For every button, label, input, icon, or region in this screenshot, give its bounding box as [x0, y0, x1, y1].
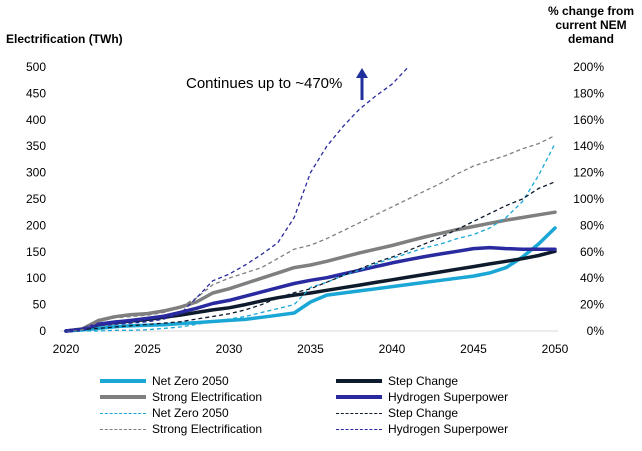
y-tick-label: 400 [26, 113, 46, 127]
series-line-strong-electrification-solid [64, 210, 557, 333]
y2-tick-label: 0% [587, 324, 605, 338]
y-tick-label: 350 [26, 139, 46, 153]
series-line-net-zero-2050-solid [64, 226, 557, 333]
x-tick-label: 2025 [134, 342, 161, 356]
series-line-strong-electrification-dashed [65, 135, 556, 332]
legend-label: Step Change [388, 406, 459, 420]
y2-tick-label: 140% [573, 139, 604, 153]
x-tick-label: 2040 [379, 342, 406, 356]
legend-swatch [336, 395, 382, 399]
right-axis-title-line-1: % change from [547, 4, 634, 18]
x-tick-label: 2050 [542, 342, 569, 356]
legend-swatch [336, 428, 382, 430]
y2-tick-label: 40% [580, 271, 604, 285]
y2-tick-label: 160% [573, 113, 604, 127]
legend-swatch [336, 379, 382, 383]
y-tick-label: 50 [33, 298, 47, 312]
y2-tick-label: 80% [580, 218, 604, 232]
legend-item: Strong Electrification [100, 390, 262, 404]
annotation-text: Continues up to ~470% [186, 75, 342, 92]
y-tick-label: 200 [26, 218, 46, 232]
y-tick-label: 150 [26, 245, 46, 259]
legend-item: Hydrogen Superpower [336, 422, 508, 436]
y-tick-label: 250 [26, 192, 46, 206]
legend-swatch [336, 412, 382, 414]
legend-item: Step Change [336, 406, 458, 420]
y2-tick-label: 60% [580, 245, 604, 259]
right-y-tick-labels: 0% 20% 40% 60% 80% 100% 120% 140% 160% 180% 200% [573, 60, 604, 338]
series-line-hydrogen-superpower-solid [64, 245, 557, 333]
right-axis-title-line-3: demand [567, 32, 614, 46]
y2-tick-label: 200% [573, 60, 604, 74]
y2-tick-label: 180% [573, 86, 604, 100]
legend-label: Net Zero 2050 [152, 406, 229, 420]
left-axis-title: Electrification (TWh) [6, 32, 123, 46]
legend-item: Net Zero 2050 [100, 374, 229, 388]
legend-swatch [100, 395, 146, 399]
arrow-head [356, 68, 368, 78]
legend-item: Net Zero 2050 [100, 406, 229, 420]
y2-tick-label: 20% [580, 298, 604, 312]
left-y-tick-labels: 0 50 100 150 200 250 300 350 400 450 500 [26, 60, 46, 338]
legend-item: Strong Electrification [100, 422, 262, 436]
series-layer [64, 66, 557, 333]
y-tick-label: 100 [26, 271, 46, 285]
legend-label: Strong Electrification [152, 422, 263, 436]
series-line-net-zero-2050-dashed [66, 143, 556, 332]
x-tick-label: 2045 [460, 342, 487, 356]
y-tick-label: 0 [39, 324, 46, 338]
legend-label: Strong Electrification [152, 390, 263, 404]
legend-item: Step Change [336, 374, 458, 388]
legend-swatch [100, 379, 146, 383]
right-axis-title: % change from current NEM demand [536, 4, 642, 46]
legend-label: Hydrogen Superpower [388, 390, 509, 404]
x-tick-label: 2030 [216, 342, 243, 356]
legend-label: Hydrogen Superpower [388, 422, 509, 436]
legend-label: Step Change [388, 374, 459, 388]
x-tick-labels: 2020 2025 2030 2035 2040 2045 2050 [53, 342, 569, 356]
y-tick-label: 450 [26, 86, 46, 100]
y2-tick-label: 120% [573, 166, 604, 180]
up-arrow-icon [356, 68, 368, 100]
series-line-step-change-dashed [65, 181, 556, 332]
x-tick-label: 2035 [297, 342, 324, 356]
right-axis-title-line-2: current NEM [555, 18, 627, 32]
legend-swatch [100, 412, 146, 414]
y-tick-label: 300 [26, 166, 46, 180]
legend-item: Hydrogen Superpower [336, 390, 508, 404]
y-tick-label: 500 [26, 60, 46, 74]
y2-tick-label: 100% [573, 192, 604, 206]
series-line-hydrogen-superpower-dashed [65, 66, 409, 332]
x-tick-label: 2020 [53, 342, 80, 356]
legend-swatch [100, 428, 146, 430]
legend-label: Net Zero 2050 [152, 374, 229, 388]
